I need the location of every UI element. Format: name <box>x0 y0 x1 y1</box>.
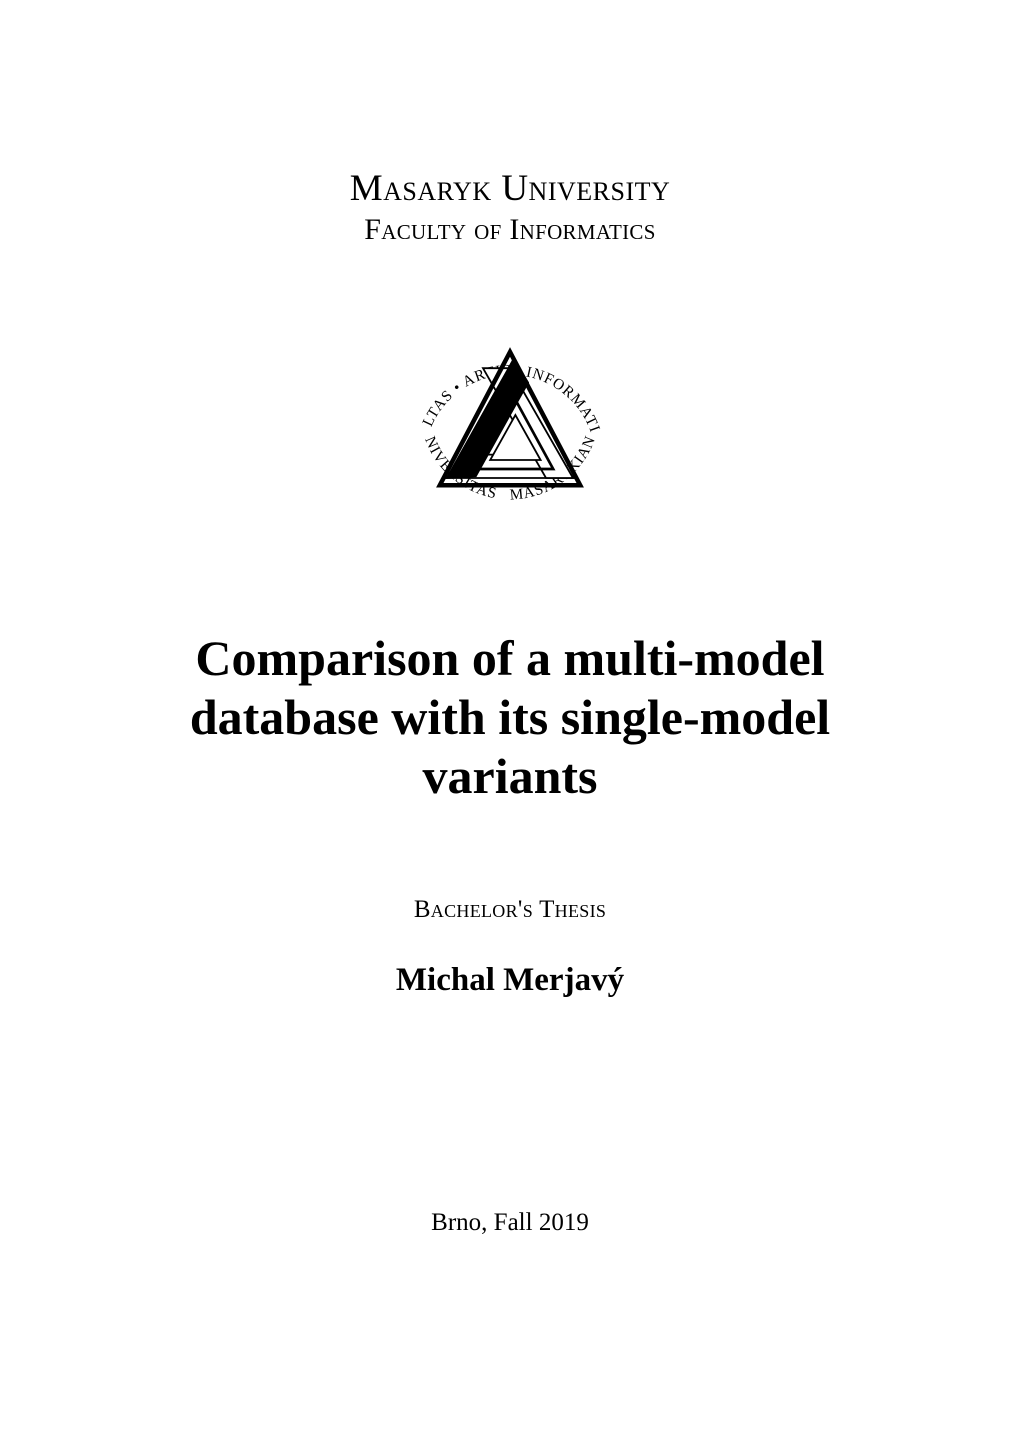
thesis-title: Comparison of a multi-model database wit… <box>120 629 900 806</box>
title-page: Masaryk University Faculty of Informatic… <box>0 0 1020 1442</box>
faculty-logo: FACULTAS • ARTIS INFORMATICÆ • • UNIVERS… <box>0 289 1020 559</box>
faculty-name: Faculty of Informatics <box>0 213 1020 247</box>
place-and-date: Brno, Fall 2019 <box>0 1209 1020 1237</box>
university-name: Masaryk University <box>0 168 1020 211</box>
thesis-type: Bachelor's Thesis <box>0 896 1020 924</box>
author-name: Michal Merjavý <box>0 962 1020 999</box>
logo-svg: FACULTAS • ARTIS INFORMATICÆ • • UNIVERS… <box>375 289 645 559</box>
